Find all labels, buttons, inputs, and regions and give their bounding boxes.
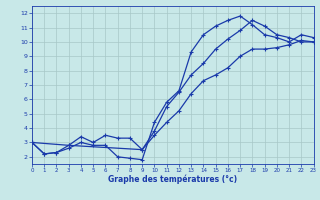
X-axis label: Graphe des températures (°c): Graphe des températures (°c) [108, 175, 237, 184]
